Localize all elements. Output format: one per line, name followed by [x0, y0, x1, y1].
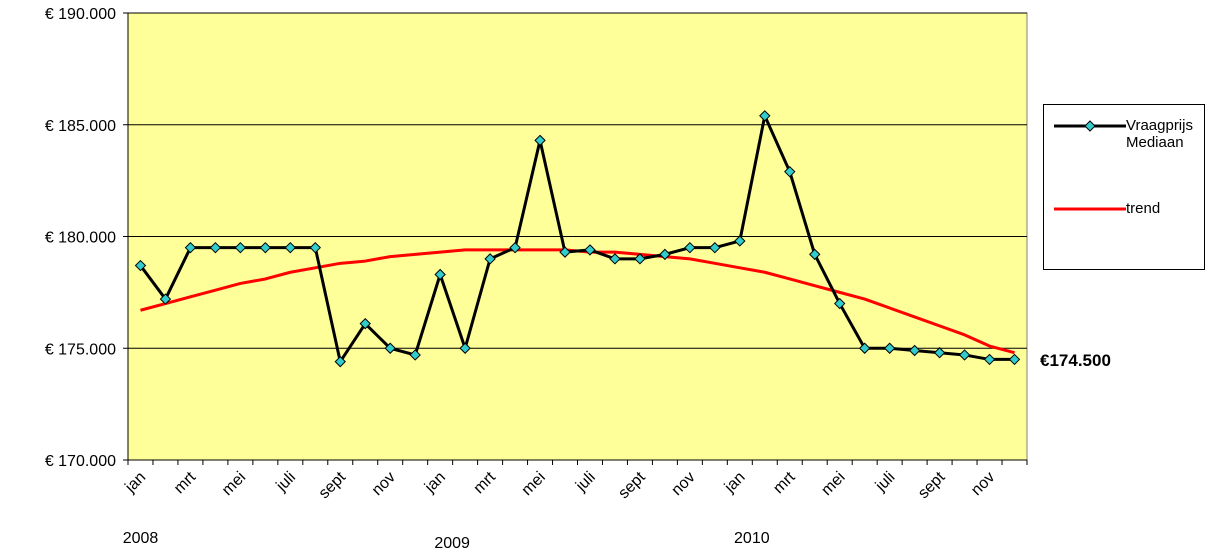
marker: [659, 248, 671, 261]
marker: [858, 342, 871, 354]
marker: [234, 241, 247, 254]
x-tick-label: sept: [915, 468, 949, 502]
x-tick-label: juli: [572, 469, 599, 496]
y-tick-label: € 190.000: [45, 6, 116, 23]
marker: [809, 248, 821, 261]
marker: [284, 241, 297, 254]
marker: [159, 293, 172, 305]
marker: [459, 342, 471, 354]
marker: [584, 244, 596, 256]
marker: [908, 344, 921, 357]
y-tick-label: € 185.000: [45, 118, 116, 135]
marker: [983, 353, 996, 366]
legend-swatch: [1054, 207, 1126, 211]
x-tick-label: mrt: [471, 468, 500, 497]
x-tick-label: nov: [668, 469, 698, 499]
x-tick-label: nov: [968, 469, 998, 499]
marker: [1008, 353, 1021, 366]
marker: [634, 253, 646, 265]
x-tick-label: jan: [121, 469, 149, 497]
marker: [409, 349, 421, 361]
legend-label: Vraagprijs Mediaan: [1126, 117, 1193, 151]
y-tick-label: € 175.000: [45, 341, 116, 358]
marker: [684, 241, 696, 254]
legend-marker: [1084, 120, 1096, 132]
legend: Vraagprijs Mediaan trend: [1043, 104, 1205, 270]
x-tick-label: mei: [519, 469, 549, 499]
marker: [559, 246, 571, 258]
legend-item: Vraagprijs Mediaan: [1050, 117, 1200, 157]
marker: [534, 134, 546, 147]
marker: [958, 349, 971, 361]
marker: [209, 241, 222, 254]
marker: [134, 259, 147, 272]
x-tick-label: juli: [273, 469, 300, 496]
marker: [883, 342, 896, 354]
marker: [359, 317, 371, 330]
marker: [734, 235, 746, 247]
year-label: 2009: [434, 535, 470, 552]
marker: [933, 347, 946, 359]
year-label: 2010: [734, 530, 770, 547]
x-tick-label: mei: [818, 469, 848, 499]
marker: [484, 253, 496, 265]
legend-item: trend: [1050, 200, 1200, 240]
marker: [259, 241, 272, 254]
x-tick-label: sept: [615, 468, 649, 502]
marker: [309, 241, 321, 254]
marker: [834, 297, 846, 310]
x-tick-label: mei: [219, 469, 249, 499]
x-tick-label: jan: [421, 469, 449, 497]
x-tick-label: sept: [316, 468, 350, 502]
marker: [184, 241, 197, 254]
marker: [434, 268, 446, 281]
marker: [334, 355, 346, 368]
marker: [384, 342, 396, 354]
marker: [709, 241, 721, 254]
x-tick-label: mrt: [770, 468, 799, 497]
x-tick-label: mrt: [171, 468, 200, 497]
y-tick-label: € 170.000: [45, 453, 116, 470]
marker: [609, 253, 621, 265]
year-label: 2008: [123, 530, 159, 547]
marker: [509, 241, 521, 254]
end-label: €174.500: [1040, 351, 1111, 370]
x-tick-label: jan: [721, 469, 749, 497]
legend-swatch: [1054, 120, 1126, 132]
y-tick-label: € 180.000: [45, 230, 116, 247]
marker: [784, 165, 796, 178]
marker: [759, 110, 771, 122]
x-tick-label: nov: [369, 469, 399, 499]
x-tick-label: juli: [872, 469, 899, 496]
legend-label: trend: [1126, 200, 1161, 217]
